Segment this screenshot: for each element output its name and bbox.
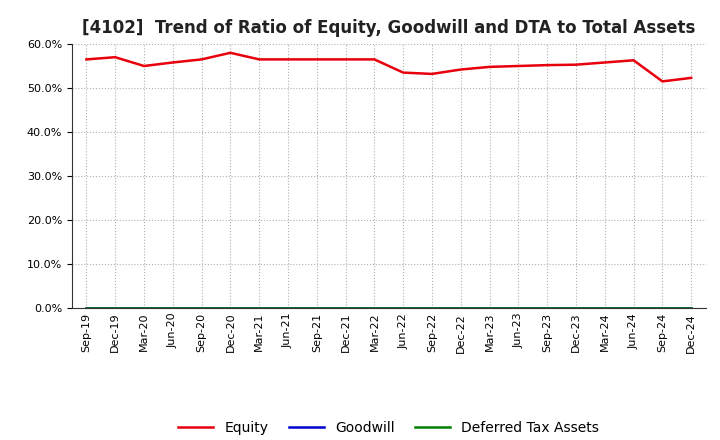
Goodwill (168, 305, 177, 311)
Deferred Tax Assets (485, 305, 494, 311)
Deferred Tax Assets (658, 305, 667, 311)
Equity (399, 70, 408, 75)
Equity (370, 57, 379, 62)
Deferred Tax Assets (111, 305, 120, 311)
Equity (629, 58, 638, 63)
Equity (312, 57, 321, 62)
Goodwill (600, 305, 609, 311)
Goodwill (658, 305, 667, 311)
Goodwill (543, 305, 552, 311)
Deferred Tax Assets (572, 305, 580, 311)
Deferred Tax Assets (687, 305, 696, 311)
Goodwill (226, 305, 235, 311)
Goodwill (140, 305, 148, 311)
Goodwill (312, 305, 321, 311)
Deferred Tax Assets (168, 305, 177, 311)
Equity (111, 55, 120, 60)
Deferred Tax Assets (226, 305, 235, 311)
Equity (543, 62, 552, 68)
Deferred Tax Assets (456, 305, 465, 311)
Goodwill (341, 305, 350, 311)
Goodwill (284, 305, 292, 311)
Equity (168, 60, 177, 65)
Goodwill (370, 305, 379, 311)
Equity (82, 57, 91, 62)
Goodwill (428, 305, 436, 311)
Equity (572, 62, 580, 67)
Deferred Tax Assets (197, 305, 206, 311)
Equity (514, 63, 523, 69)
Equity (140, 63, 148, 69)
Legend: Equity, Goodwill, Deferred Tax Assets: Equity, Goodwill, Deferred Tax Assets (173, 415, 605, 440)
Deferred Tax Assets (255, 305, 264, 311)
Deferred Tax Assets (82, 305, 91, 311)
Equity (658, 79, 667, 84)
Goodwill (82, 305, 91, 311)
Goodwill (687, 305, 696, 311)
Deferred Tax Assets (428, 305, 436, 311)
Line: Equity: Equity (86, 53, 691, 81)
Equity (341, 57, 350, 62)
Goodwill (629, 305, 638, 311)
Deferred Tax Assets (600, 305, 609, 311)
Equity (687, 75, 696, 81)
Goodwill (111, 305, 120, 311)
Goodwill (255, 305, 264, 311)
Deferred Tax Assets (284, 305, 292, 311)
Equity (255, 57, 264, 62)
Equity (600, 60, 609, 65)
Goodwill (572, 305, 580, 311)
Deferred Tax Assets (140, 305, 148, 311)
Goodwill (485, 305, 494, 311)
Deferred Tax Assets (312, 305, 321, 311)
Goodwill (197, 305, 206, 311)
Deferred Tax Assets (514, 305, 523, 311)
Equity (284, 57, 292, 62)
Equity (456, 67, 465, 72)
Deferred Tax Assets (370, 305, 379, 311)
Goodwill (456, 305, 465, 311)
Equity (197, 57, 206, 62)
Goodwill (514, 305, 523, 311)
Deferred Tax Assets (629, 305, 638, 311)
Equity (428, 71, 436, 77)
Title: [4102]  Trend of Ratio of Equity, Goodwill and DTA to Total Assets: [4102] Trend of Ratio of Equity, Goodwil… (82, 19, 696, 37)
Equity (226, 50, 235, 55)
Deferred Tax Assets (543, 305, 552, 311)
Deferred Tax Assets (399, 305, 408, 311)
Equity (485, 64, 494, 70)
Goodwill (399, 305, 408, 311)
Deferred Tax Assets (341, 305, 350, 311)
